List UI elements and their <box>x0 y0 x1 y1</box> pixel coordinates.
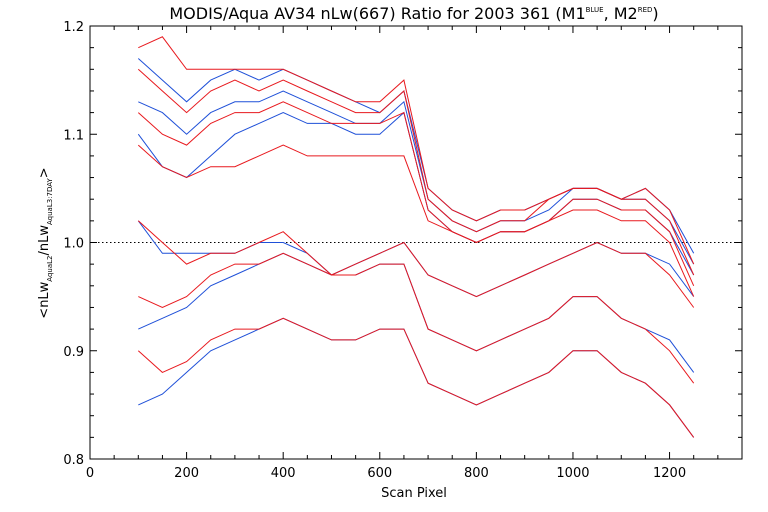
series-line-9 <box>137 101 695 287</box>
series-line-8 <box>137 68 695 276</box>
title-mid: , M2 <box>604 4 638 23</box>
title-sup-blue: BLUE <box>586 6 604 14</box>
y-tick-label: 1.1 <box>63 128 84 143</box>
series-line-11 <box>137 220 695 308</box>
ylabel-close: > <box>37 167 52 178</box>
ylabel-sub2: AquaL3:7DAY <box>46 177 54 225</box>
series-group <box>137 36 695 438</box>
y-axis-ticks: 0.8 0.9 1.0 1.1 1.2 <box>63 20 742 468</box>
x-axis-ticks: 0 200 400 600 800 1000 1200 <box>86 26 719 481</box>
title-main: MODIS/Aqua AV34 nLw(667) Ratio for 2003 … <box>169 4 585 23</box>
x-tick-label: 1000 <box>556 466 589 481</box>
title-end: ) <box>652 4 658 23</box>
series-line-12 <box>138 252 695 384</box>
series-line-5 <box>138 252 695 373</box>
x-tick-label: 400 <box>271 466 296 481</box>
x-tick-label: 800 <box>464 466 489 481</box>
series-line-1 <box>137 58 695 254</box>
ylabel-open: <nLw <box>37 281 52 318</box>
ylabel-sub1: AquaL2 <box>46 255 54 281</box>
title-sup-red: RED <box>638 6 653 14</box>
series-line-6 <box>138 317 695 438</box>
series-line-13 <box>137 317 695 438</box>
chart-title: MODIS/Aqua AV34 nLw(667) Ratio for 2003 … <box>169 4 658 23</box>
x-tick-label: 1200 <box>653 466 686 481</box>
y-axis-label: <nLwAquaL2/nLwAquaL3:7DAY> <box>37 167 54 318</box>
x-tick-label: 600 <box>367 466 392 481</box>
y-tick-label: 1.0 <box>63 237 84 252</box>
x-axis-label: Scan Pixel <box>381 486 447 501</box>
y-tick-label: 0.8 <box>63 453 84 468</box>
x-tick-label: 0 <box>86 466 94 481</box>
x-tick-label: 200 <box>174 466 199 481</box>
series-line-2 <box>138 90 695 265</box>
y-tick-label: 0.9 <box>63 345 84 360</box>
ylabel-mid: /nLw <box>37 225 52 256</box>
y-tick-label: 1.2 <box>63 20 84 35</box>
plot-frame <box>89 25 743 460</box>
series-line-10 <box>137 144 695 297</box>
